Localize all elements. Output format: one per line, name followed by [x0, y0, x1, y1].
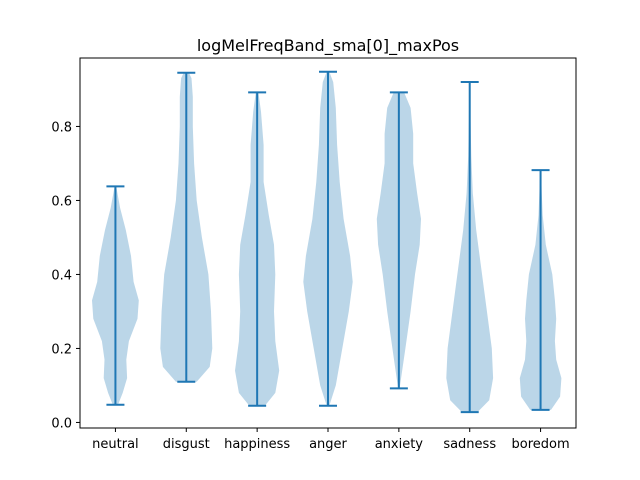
y-tick-label-0.2: 0.2 [51, 342, 72, 357]
violin-sadness [446, 81, 494, 414]
violin-neutral [92, 185, 139, 406]
violin-boredom [519, 169, 562, 411]
violin-disgust [160, 71, 213, 383]
x-tick-label-anger: anger [309, 437, 347, 452]
x-tick-label-boredom: boredom [512, 437, 570, 452]
x-tick-label-happiness: happiness [224, 437, 290, 452]
y-axis: 0.0 0.2 0.4 0.6 0.8 [51, 120, 80, 431]
y-tick-label-0.0: 0.0 [51, 416, 72, 431]
x-tick-label-disgust: disgust [163, 437, 210, 452]
chart-title: logMelFreqBand_sma[0]_maxPos [197, 36, 459, 56]
x-tick-label-sadness: sadness [443, 437, 496, 452]
y-tick-label-0.8: 0.8 [51, 120, 72, 135]
y-tick-label-0.4: 0.4 [51, 268, 72, 283]
y-tick-label-0.6: 0.6 [51, 194, 72, 209]
violin-happiness [235, 91, 280, 407]
x-tick-label-neutral: neutral [92, 437, 139, 452]
violin-anxiety [376, 91, 421, 390]
violins-group [92, 70, 562, 414]
x-tick-label-anxiety: anxiety [375, 437, 424, 452]
violin-anger [303, 70, 353, 407]
x-axis: neutral disgust happiness anger anxiety sadne… [92, 428, 570, 452]
plot-frame [79, 57, 577, 429]
